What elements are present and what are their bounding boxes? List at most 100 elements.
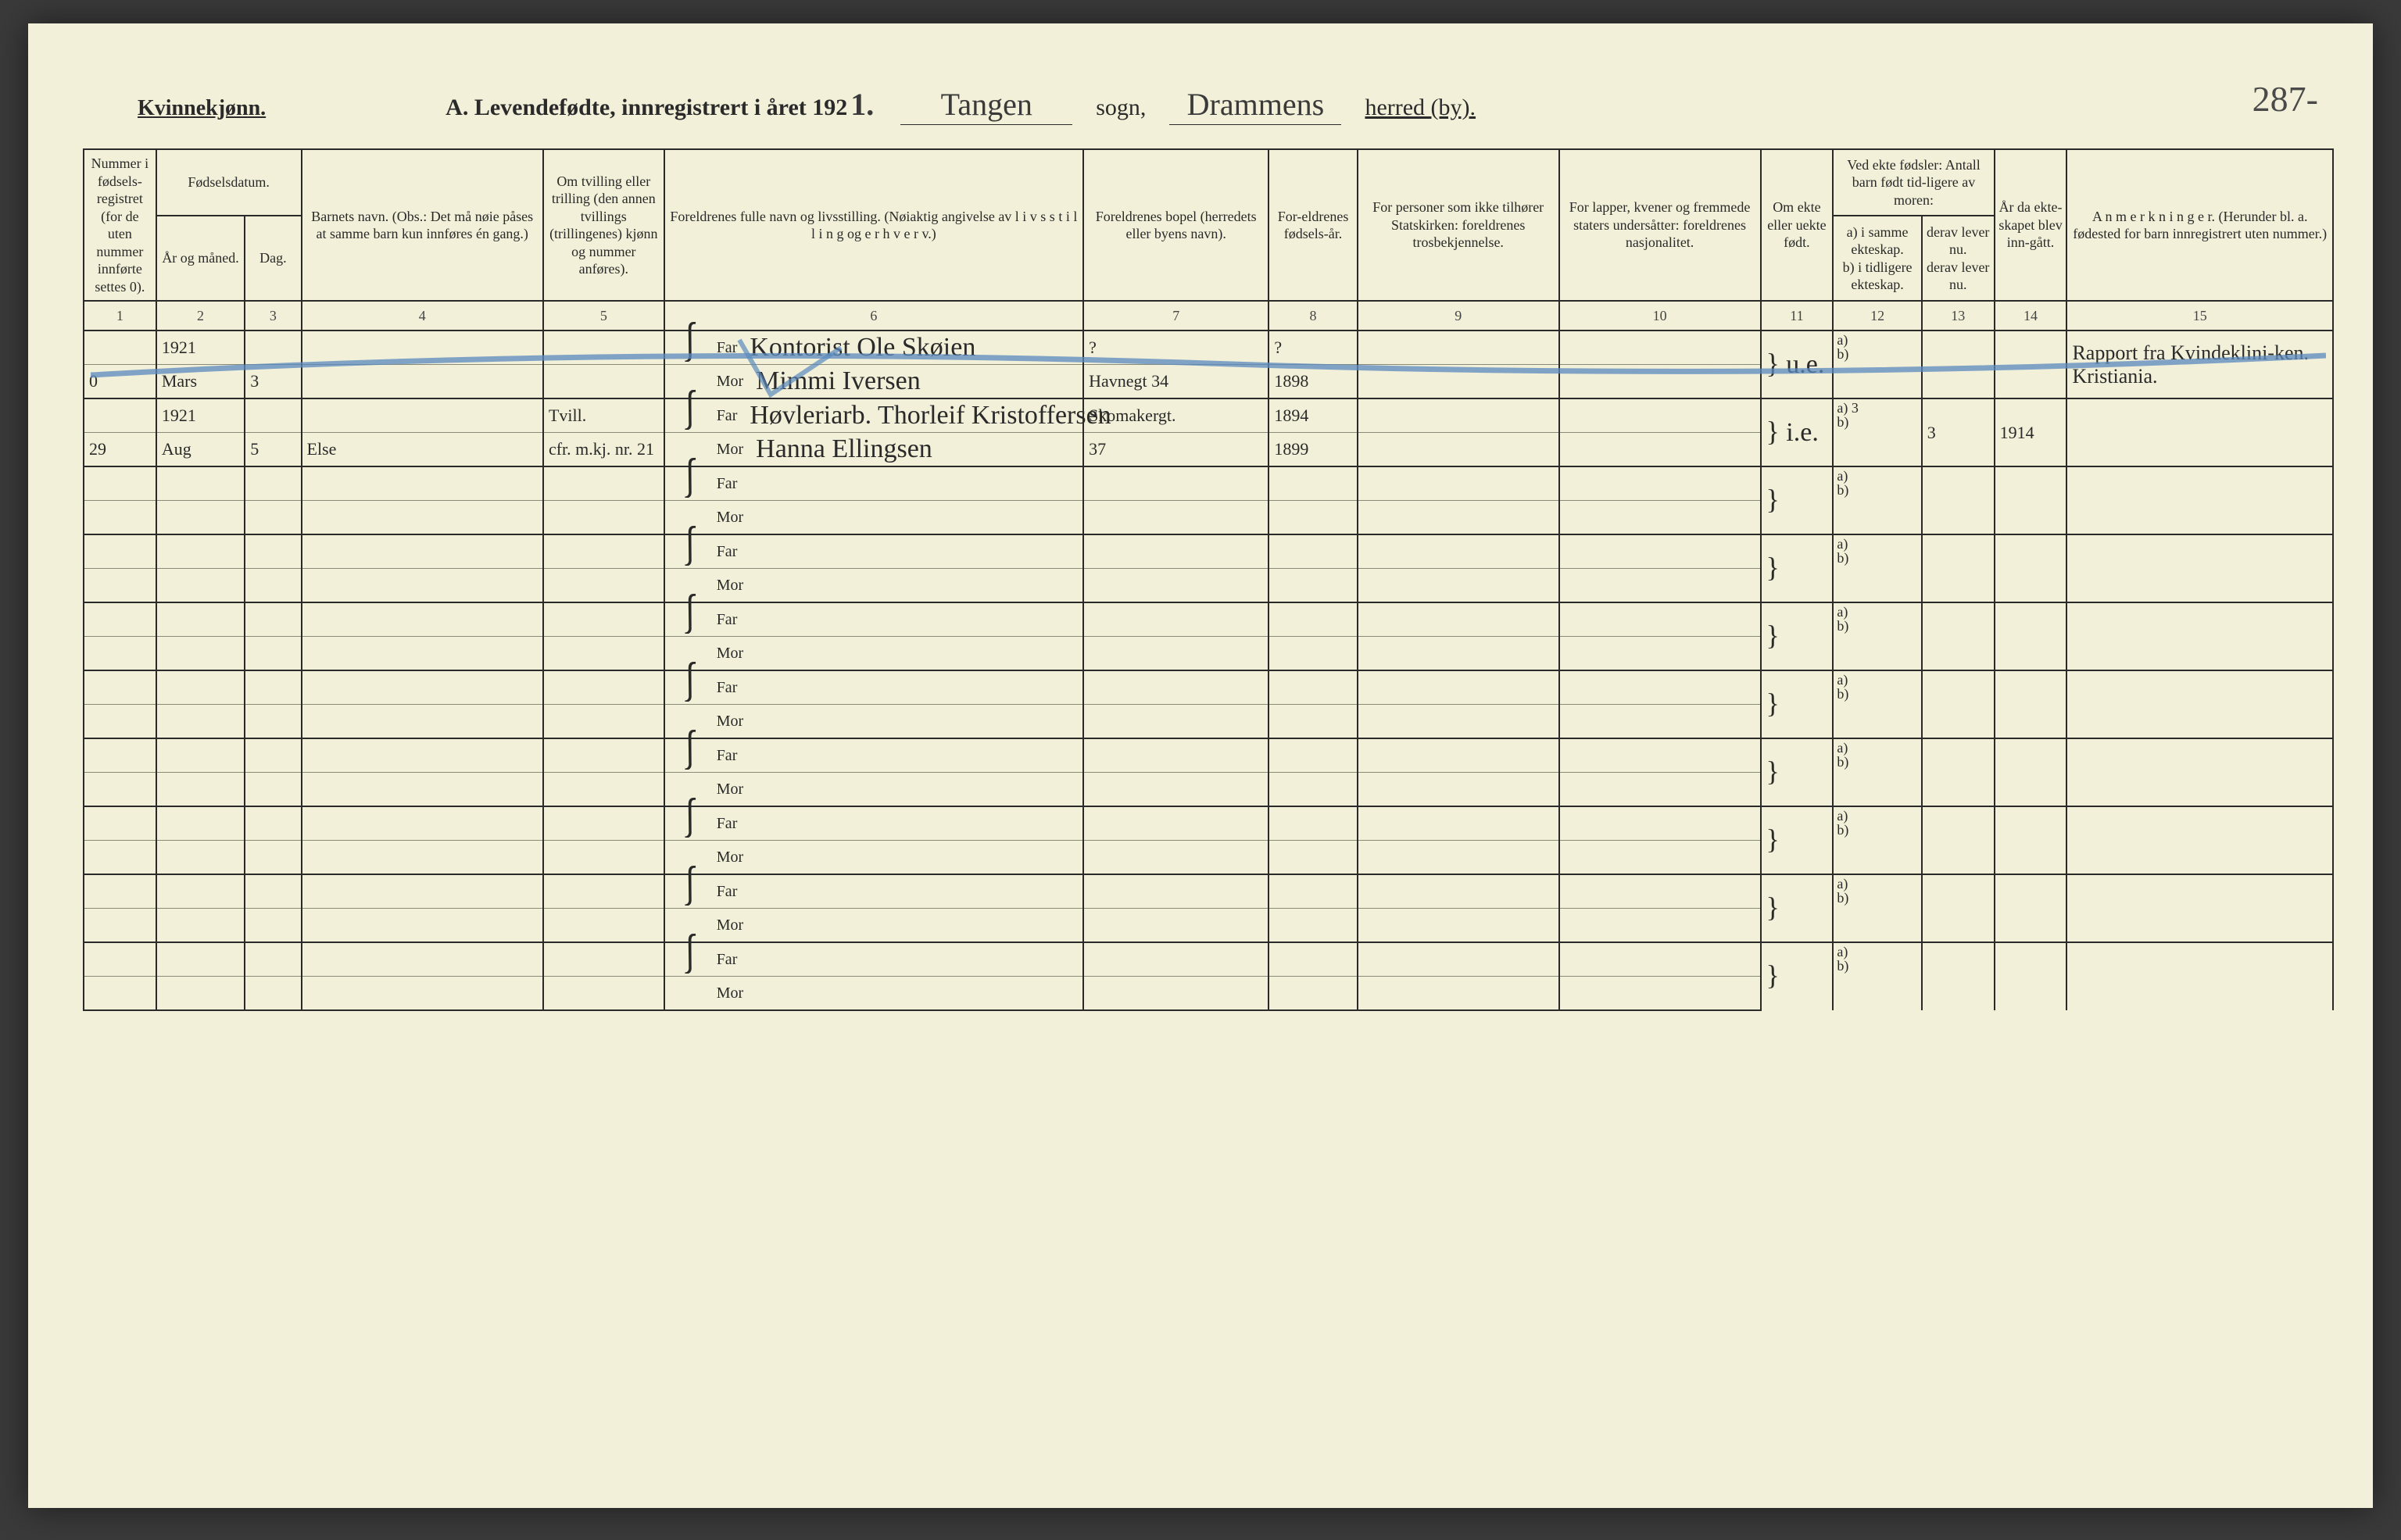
ab-a-label: a): [1837, 537, 1848, 551]
col-11-header: Om ekte eller uekte født.: [1761, 149, 1834, 301]
nationality-cell: [1559, 637, 1761, 671]
prior-children-cell: a) 3b): [1833, 398, 1921, 466]
table-row: ⎰Far}a) b): [84, 942, 2333, 977]
child-cell: [302, 874, 543, 909]
child-cell: [302, 398, 543, 433]
parent-cell: ⎰Far: [664, 738, 1083, 773]
bracket-icon: }: [1766, 959, 1780, 991]
day-cell: [245, 331, 301, 365]
legitimacy-cell: }: [1761, 466, 1834, 534]
month-cell: [156, 909, 245, 943]
mor-label: Mor: [717, 781, 750, 799]
mor-label: Mor: [717, 577, 750, 595]
marriage-year-cell: [1995, 670, 2067, 738]
ab-b-label: b): [1837, 415, 1858, 429]
twin-cell: [543, 670, 664, 705]
faith-cell: [1358, 602, 1559, 637]
residence-cell: [1083, 534, 1268, 569]
bracket-icon: }: [1766, 756, 1780, 787]
birthyear-cell: [1268, 705, 1357, 739]
c13b-text: derav lever nu.: [1927, 259, 1989, 293]
twin-cell: [543, 773, 664, 807]
surviving-cell: [1922, 670, 1995, 738]
child-cell: [302, 909, 543, 943]
month-cell: [156, 569, 245, 603]
col-10-header: For lapper, kvener og fremmede staters u…: [1559, 149, 1761, 301]
twin-cell: [543, 602, 664, 637]
bracket-icon: }: [1766, 891, 1780, 923]
column-number: 8: [1268, 301, 1357, 331]
residence-cell: [1083, 942, 1268, 977]
parent-cell: ⎰FarKontorist Ole Skøien: [664, 331, 1083, 365]
far-label: Far: [717, 951, 744, 969]
parent-cell: ⎰Far: [664, 534, 1083, 569]
year-cell: [156, 806, 245, 841]
legitimacy-cell: }: [1761, 806, 1834, 874]
child-cell: [302, 773, 543, 807]
day-cell: [245, 773, 301, 807]
num-cell: [84, 637, 156, 671]
parent-cell: ⎰Far: [664, 670, 1083, 705]
year-cell: [156, 602, 245, 637]
prior-children-cell: a) b): [1833, 738, 1921, 806]
child-cell: [302, 331, 543, 365]
ab-b-label: b): [1837, 755, 1848, 769]
child-cell: [302, 569, 543, 603]
column-number: 1: [84, 301, 156, 331]
table-row: ⎰Far}a) b): [84, 806, 2333, 841]
column-number: 4: [302, 301, 543, 331]
nationality-cell: [1559, 466, 1761, 501]
faith-cell: [1358, 331, 1559, 365]
mor-label: Mor: [717, 441, 750, 459]
child-cell: [302, 942, 543, 977]
num-cell: [84, 705, 156, 739]
table-row: ⎰Far}a) b): [84, 670, 2333, 705]
parent-cell: ⎰Mor: [664, 841, 1083, 875]
herred-value: Drammens: [1169, 86, 1341, 125]
col-6-header: Foreldrenes fulle navn og livsstilling. …: [664, 149, 1083, 301]
marriage-year-cell: [1995, 942, 2067, 1010]
child-cell: [302, 705, 543, 739]
ab-a-label: a): [1837, 877, 1848, 891]
surviving-cell: [1922, 466, 1995, 534]
faith-cell: [1358, 909, 1559, 943]
residence-cell: [1083, 602, 1268, 637]
prior-children-cell: a) b): [1833, 806, 1921, 874]
day-cell: [245, 977, 301, 1011]
day-cell: [245, 534, 301, 569]
day-cell: [245, 602, 301, 637]
title-prefix: A. Levendefødte, innregistrert i året 19…: [445, 95, 847, 120]
ab-b-label: b): [1837, 619, 1848, 633]
remarks-cell: [2066, 398, 2333, 466]
faith-cell: [1358, 569, 1559, 603]
birthyear-cell: [1268, 569, 1357, 603]
col-8-header: For-eldrenes fødsels-år.: [1268, 149, 1357, 301]
child-cell: [302, 806, 543, 841]
marriage-year-cell: [1995, 602, 2067, 670]
column-number: 3: [245, 301, 301, 331]
faith-cell: [1358, 806, 1559, 841]
bracket-icon: }: [1766, 552, 1780, 583]
residence-cell: [1083, 705, 1268, 739]
ab-a-label: a): [1837, 673, 1848, 687]
ab-a-label: a): [1837, 741, 1848, 755]
nationality-cell: [1559, 433, 1761, 467]
residence-cell: [1083, 670, 1268, 705]
birthyear-cell: [1268, 501, 1357, 535]
faith-cell: [1358, 670, 1559, 705]
ab-b-label: b): [1837, 959, 1848, 973]
ab-a-label: a) 3: [1837, 401, 1858, 415]
twin-cell: [543, 534, 664, 569]
ab-b-label: b): [1837, 687, 1848, 701]
herred-label: herred (by).: [1365, 95, 1476, 121]
ab-b-label: b): [1837, 551, 1848, 565]
remarks-cell: Rapport fra Kvindeklini-ken. Kristiania.: [2066, 331, 2333, 398]
col-7-header: Foreldrenes bopel (herredets eller byens…: [1083, 149, 1268, 301]
faith-cell: [1358, 501, 1559, 535]
table-row: ⎰Far}a) b): [84, 602, 2333, 637]
c12a-text: a) i samme ekteskap.: [1847, 224, 1909, 258]
child-cell: [302, 534, 543, 569]
table-head: Nummer i fødsels-registret (for de uten …: [84, 149, 2333, 331]
year-cell: [156, 738, 245, 773]
ab-a-label: a): [1837, 945, 1848, 959]
